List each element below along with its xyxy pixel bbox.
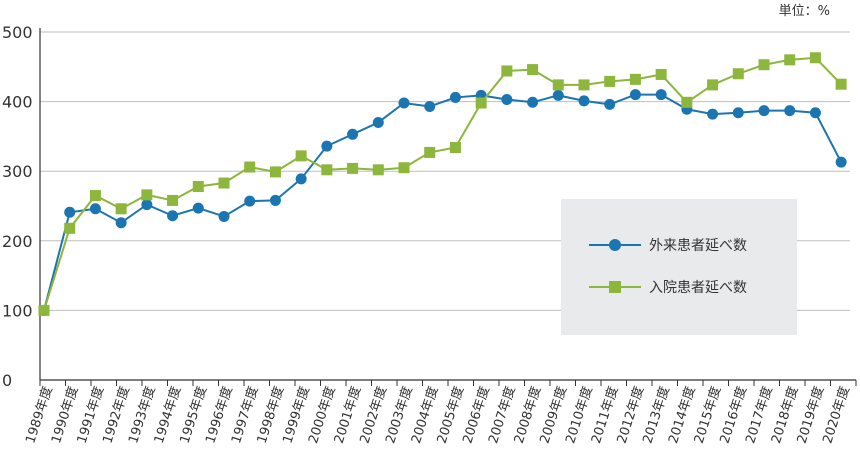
y-tick-label: 0 [2, 371, 12, 390]
data-point-inpatient [809, 52, 821, 64]
data-point-inpatient [835, 78, 847, 90]
data-point-inpatient [141, 189, 153, 201]
data-point-inpatient [167, 194, 179, 206]
y-tick-label: 300 [2, 162, 33, 181]
data-point-inpatient [244, 161, 256, 173]
data-point-outpatient [398, 97, 410, 109]
y-tick-label: 100 [2, 301, 33, 320]
data-point-outpatient [192, 202, 204, 214]
data-point-inpatient [218, 177, 230, 189]
data-point-inpatient [269, 166, 281, 178]
circle-marker-icon [589, 239, 641, 251]
data-point-outpatient [758, 105, 770, 117]
data-point-outpatient [527, 96, 539, 108]
data-point-outpatient [321, 140, 333, 152]
data-point-outpatient [64, 206, 76, 218]
data-point-outpatient [347, 128, 359, 140]
square-marker-icon [589, 281, 641, 293]
y-tick-label: 200 [2, 232, 33, 251]
legend-item-inpatient: 入院患者延べ数 [589, 277, 747, 297]
data-point-inpatient [372, 164, 384, 176]
data-point-outpatient [115, 217, 127, 229]
x-tick-labels: 1989年度1990年度1991年度1992年度1993年度1994年度1995… [22, 384, 853, 445]
y-tick-label: 500 [2, 23, 33, 42]
data-point-inpatient [681, 96, 693, 108]
data-point-outpatient [244, 195, 256, 207]
data-point-inpatient [732, 68, 744, 80]
data-point-outpatient [269, 194, 281, 206]
data-point-inpatient [89, 190, 101, 202]
data-point-outpatient [141, 199, 153, 211]
data-point-inpatient [604, 75, 616, 87]
data-point-outpatient [424, 100, 436, 112]
data-point-inpatient [321, 164, 333, 176]
data-point-outpatient [809, 107, 821, 119]
data-point-outpatient [89, 203, 101, 215]
legend-label-inpatient: 入院患者延べ数 [649, 280, 747, 296]
data-point-inpatient [655, 68, 667, 80]
data-point-inpatient [527, 64, 539, 76]
data-point-inpatient [38, 304, 50, 316]
data-point-inpatient [115, 203, 127, 215]
data-point-inpatient [295, 150, 307, 162]
series-group [38, 52, 847, 316]
data-point-inpatient [552, 79, 564, 91]
data-point-inpatient [707, 79, 719, 91]
data-point-outpatient [784, 105, 796, 117]
legend-item-outpatient: 外来患者延べ数 [589, 235, 747, 255]
data-point-inpatient [629, 73, 641, 85]
data-point-outpatient [501, 94, 513, 106]
data-point-outpatient [629, 89, 641, 101]
data-point-inpatient [758, 59, 770, 71]
data-point-inpatient [64, 222, 76, 234]
data-point-outpatient [372, 116, 384, 128]
data-point-inpatient [192, 181, 204, 193]
y-tick-labels: 0 100 200 300 400 500 [2, 23, 33, 390]
data-point-outpatient [449, 91, 461, 103]
data-point-inpatient [424, 146, 436, 158]
data-point-outpatient [835, 156, 847, 168]
data-point-inpatient [475, 97, 487, 109]
data-point-inpatient [347, 162, 359, 174]
data-point-outpatient [218, 210, 230, 222]
data-point-inpatient [398, 162, 410, 174]
data-point-outpatient [578, 95, 590, 107]
data-point-outpatient [732, 107, 744, 119]
axes [39, 28, 857, 386]
data-point-outpatient [707, 108, 719, 120]
unit-label: 単位：% [778, 4, 830, 19]
legend: 外来患者延べ数 入院患者延べ数 [561, 199, 797, 335]
data-point-inpatient [578, 79, 590, 91]
data-point-inpatient [501, 65, 513, 77]
y-tick-label: 400 [2, 93, 33, 112]
legend-label-outpatient: 外来患者延べ数 [649, 238, 747, 254]
data-point-inpatient [784, 54, 796, 66]
data-point-inpatient [449, 142, 461, 154]
data-point-outpatient [655, 89, 667, 101]
data-point-outpatient [295, 173, 307, 185]
data-point-outpatient [552, 89, 564, 101]
data-point-outpatient [167, 210, 179, 222]
data-point-outpatient [604, 98, 616, 110]
